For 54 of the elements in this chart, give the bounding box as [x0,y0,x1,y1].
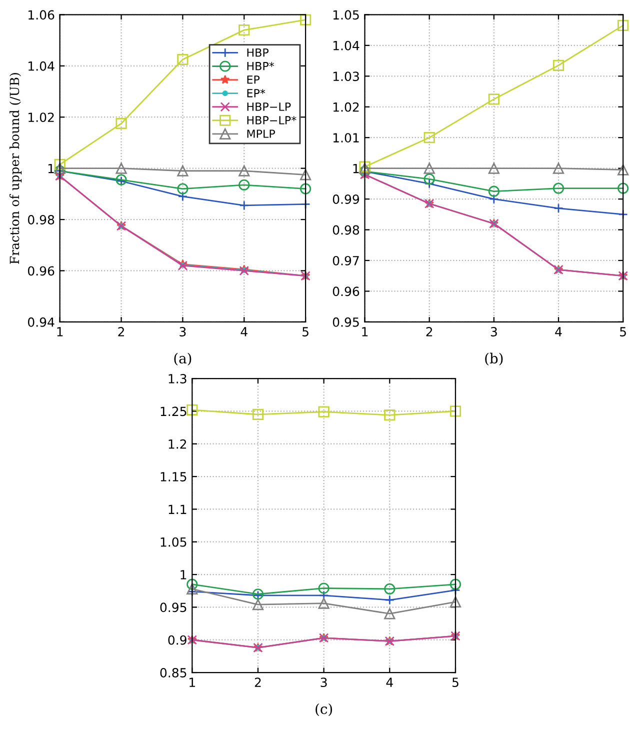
y-tick-label: 1 [353,164,359,174]
x-tick-label: 5 [452,678,458,688]
y-tick-label: 0.98 [332,225,360,235]
x-tick-label: 5 [302,327,308,336]
y-tick-label: 1.03 [333,72,359,82]
legend-label: HBP [247,48,269,57]
y-tick-label: 0.98 [28,214,54,224]
x-axis-title: (a) [174,352,192,366]
x-tick-label: 2 [254,678,261,687]
y-tick-label: 1.02 [28,112,54,122]
x-tick-label: 4 [240,327,248,336]
legend-label: EP* [247,88,266,98]
y-tick-label: 1.1 [168,504,186,514]
legend-label: MPLP [247,130,276,138]
y-tick-label: 1 [180,570,186,580]
y-tick-label: 0.97 [332,256,359,266]
y-tick-label: 1.01 [333,133,359,143]
y-tick-label: 0.85 [160,668,186,678]
legend-label: HBP−LP [247,102,291,111]
y-tick-label: 0.94 [28,317,54,327]
y-tick-label: 1.3 [168,374,186,384]
x-axis-title: (b) [485,352,503,366]
y-tick-label: 0.96 [28,266,54,276]
x-tick-label: 1 [362,327,368,336]
y-tick-label: 0.99 [332,194,360,204]
y-tick-label: 1.05 [160,537,186,547]
x-tick-label: 2 [426,327,432,336]
x-tick-label: 4 [386,678,393,687]
y-tick-label: 1 [48,164,54,174]
y-tick-label: 1.15 [160,472,186,482]
y-tick-label: 1.04 [28,61,54,71]
x-tick-label: 4 [555,327,562,336]
x-tick-label: 2 [118,327,124,336]
x-tick-label: 3 [180,327,186,336]
legend-label: HBP−LP* [247,116,296,124]
y-tick-label: 1.06 [28,10,54,20]
x-axis-title: (c) [316,703,332,716]
x-tick-label: 5 [620,327,626,336]
x-tick-label: 3 [320,678,327,688]
x-tick-label: 1 [190,678,195,687]
y-tick-label: 0.9 [168,635,186,645]
y-tick-label: 1.05 [333,10,359,20]
legend-label: EP [247,76,260,84]
legend-label: HBP* [247,62,274,70]
y-tick-label: 0.95 [332,317,359,327]
y-tick-label: 1.04 [333,40,360,50]
y-tick-label: 1.25 [160,406,186,416]
x-tick-label: 3 [490,327,497,336]
y-tick-label: 0.95 [160,602,186,612]
y-tick-label: 1.2 [168,439,186,449]
y-axis-title: Fraction of upper bound (/UB) [10,73,22,264]
y-tick-label: 0.96 [332,286,360,296]
x-tick-label: 1 [57,327,63,336]
y-tick-label: 1.02 [333,102,359,112]
